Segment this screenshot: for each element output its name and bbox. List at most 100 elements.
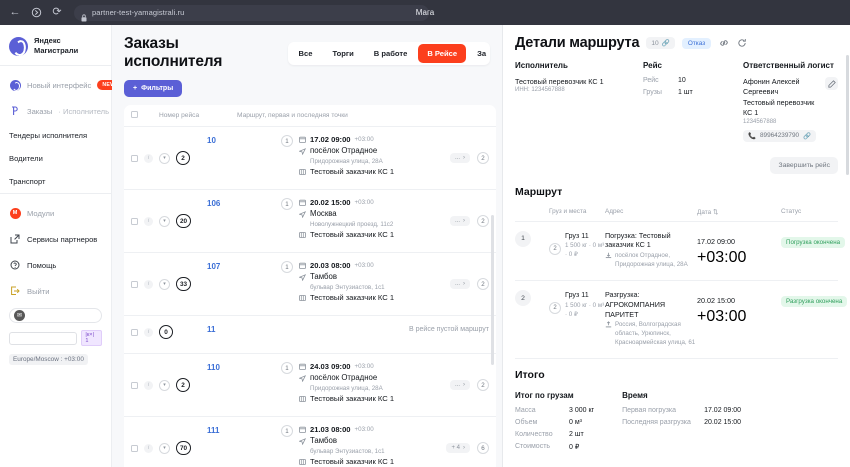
point-timezone: +03:00	[354, 199, 374, 206]
row-count-badge: 70	[176, 441, 192, 455]
chevron-down-icon[interactable]: ▾	[159, 278, 170, 290]
building-icon	[299, 231, 306, 238]
tab-completed[interactable]: За	[477, 48, 487, 58]
info-icon[interactable]: i	[144, 279, 153, 289]
trip-number-link[interactable]: 107	[207, 262, 221, 271]
reload-icon[interactable]: ⟳	[52, 6, 62, 18]
last-point-index: 6	[477, 442, 489, 454]
row-checkbox[interactable]	[131, 217, 138, 225]
logist-phone[interactable]: 📞 89964239790 🔗	[743, 129, 817, 142]
sidebar-item-new-interface[interactable]: Новый интерфейс NEW	[0, 72, 121, 98]
sidebar-item-help[interactable]: Помощь	[0, 252, 111, 278]
table-row[interactable]: i ▾ 2 110 1 24.03 09:00	[124, 354, 496, 417]
select-all-checkbox[interactable]	[131, 111, 159, 120]
info-icon[interactable]: i	[144, 443, 153, 453]
row-checkbox[interactable]	[131, 280, 138, 288]
route-row[interactable]: 2 2 Груз 11 1 500 кг · 0 м³ · 0 ₽ Разгру…	[515, 281, 848, 360]
sidebar-item-label: Помощь	[27, 260, 57, 270]
list-scrollbar[interactable]	[491, 215, 494, 365]
chevron-right-icon: ›	[463, 155, 465, 161]
route-column-date[interactable]: Дата ⇅	[697, 208, 781, 216]
trip-number-link[interactable]: 10	[207, 136, 216, 145]
row-checkbox[interactable]	[131, 154, 138, 162]
link-icon: 🔗	[661, 40, 670, 47]
row-checkbox[interactable]	[131, 444, 138, 452]
location-pin-icon	[299, 210, 306, 218]
trip-number-link[interactable]: 111	[207, 426, 220, 435]
chevron-right-icon: ›	[463, 445, 465, 451]
info-icon[interactable]: i	[144, 216, 153, 226]
external-link-icon	[9, 233, 21, 245]
details-scrollbar[interactable]	[846, 55, 849, 175]
table-row[interactable]: i ▾ 33 107 1 20.03 08:00	[124, 253, 496, 316]
location-pin-icon	[299, 374, 306, 382]
cargo-name: Груз 11	[565, 230, 589, 240]
table-row[interactable]: i ▾ 20 106 1 20.02 15:00	[124, 190, 496, 253]
info-icon[interactable]: i	[144, 153, 153, 163]
brand[interactable]: Яндекс Магистрали	[0, 30, 111, 65]
brand-line-1: Яндекс	[34, 36, 61, 45]
sidebar-item-modules[interactable]: M Модули	[0, 200, 111, 226]
text-input[interactable]	[9, 331, 78, 345]
sidebar-item-label: Тендеры исполнителя	[9, 131, 88, 141]
finish-trip-button[interactable]: Завершить рейс	[770, 156, 838, 174]
more-points-button[interactable]: ... ›	[449, 279, 470, 289]
row-checkbox[interactable]	[131, 381, 138, 389]
copy-link-icon[interactable]	[718, 38, 729, 49]
sidebar-item-label: Заказы	[27, 106, 53, 116]
trip-number-link[interactable]: 110	[207, 363, 220, 372]
sidebar-item-orders[interactable]: Заказы · Исполнитель	[0, 98, 111, 124]
executor-block: Исполнитель Тестовый перевозчик КС 1 ИНН…	[515, 61, 633, 143]
tab-in-work[interactable]: В работе	[373, 48, 408, 58]
chevron-right-icon: ›	[463, 218, 465, 224]
point-customer: Тестовый заказчик КС 1	[310, 230, 395, 239]
chevron-down-icon[interactable]: ▾	[159, 379, 170, 391]
refresh-icon[interactable]	[736, 38, 747, 49]
tab-auctions[interactable]: Торги	[332, 48, 354, 58]
sidebar-item-partner-services[interactable]: Сервисы партнеров	[0, 226, 111, 252]
info-icon[interactable]: i	[144, 327, 153, 337]
edit-logist-button[interactable]	[825, 77, 838, 90]
point-address: Новолужнецкий проезд, 11с2	[310, 221, 394, 228]
orders-table: Номер рейса Маршрут, первая и последняя …	[124, 105, 496, 467]
keyboard-badge: |к×| 1	[81, 330, 102, 347]
forward-arrow-icon[interactable]	[29, 6, 43, 20]
trip-value: 10	[678, 77, 686, 84]
sidebar-item-logout[interactable]: Выйти	[0, 278, 111, 304]
status-badge: Отказ	[681, 37, 712, 49]
totals-time: Время Первая погрузка 17.02 09:00 Последн…	[622, 391, 741, 456]
point-date: 24.03 09:00	[310, 362, 351, 371]
table-row[interactable]: i ▾ 70 111 1 21.03 08:00	[124, 417, 496, 467]
yandex-logo-icon	[9, 36, 28, 56]
chevron-down-icon[interactable]: ▾	[159, 215, 170, 227]
page-body: Яндекс Магистрали Новый интерфейс NEW За…	[0, 25, 850, 467]
sidebar-item-tenders[interactable]: Тендеры исполнителя	[0, 124, 111, 147]
tab-in-trip[interactable]: В Рейсе	[418, 43, 467, 63]
filters-button[interactable]: + Фильтры	[124, 80, 183, 97]
more-points-button[interactable]: ... ›	[449, 216, 470, 226]
table-row[interactable]: i 0 11 В рейсе пустой маршрут	[124, 316, 496, 354]
chevron-right-icon: ›	[463, 382, 465, 388]
address-bar[interactable]: partner-test-yamagistrali.ru	[74, 4, 429, 21]
chevron-down-icon[interactable]: ▾	[159, 442, 170, 454]
tab-all[interactable]: Все	[298, 48, 313, 58]
totals-time-heading: Время	[622, 391, 648, 401]
trip-number-link[interactable]: 106	[207, 199, 221, 208]
point-timezone: +03:00	[354, 426, 374, 433]
row-checkbox[interactable]	[131, 328, 138, 336]
logout-icon	[9, 285, 21, 297]
route-id-chip[interactable]: 10 🔗	[646, 37, 675, 49]
route-row[interactable]: 1 2 Груз 11 1 500 кг · 0 м³ · 0 ₽ Погруз…	[515, 222, 846, 282]
chevron-down-icon[interactable]: ▾	[159, 152, 170, 164]
info-icon[interactable]: i	[144, 380, 153, 390]
more-points-button[interactable]: + 4 ›	[446, 443, 470, 453]
email-field[interactable]: ✉	[9, 308, 102, 324]
sidebar-item-transport[interactable]: Транспорт	[0, 170, 111, 193]
sidebar-item-drivers[interactable]: Водители	[0, 147, 111, 170]
more-points-button[interactable]: ... ›	[449, 153, 470, 163]
table-row[interactable]: i ▾ 2 10 1 17.02 09:00	[124, 127, 496, 190]
back-arrow-icon[interactable]: ←	[9, 6, 21, 18]
trip-number-link[interactable]: 11	[207, 325, 216, 334]
more-points-button[interactable]: ... ›	[449, 380, 470, 390]
route-address-sub: Россия, Волгоградская область, Урюпинск,…	[615, 321, 696, 347]
